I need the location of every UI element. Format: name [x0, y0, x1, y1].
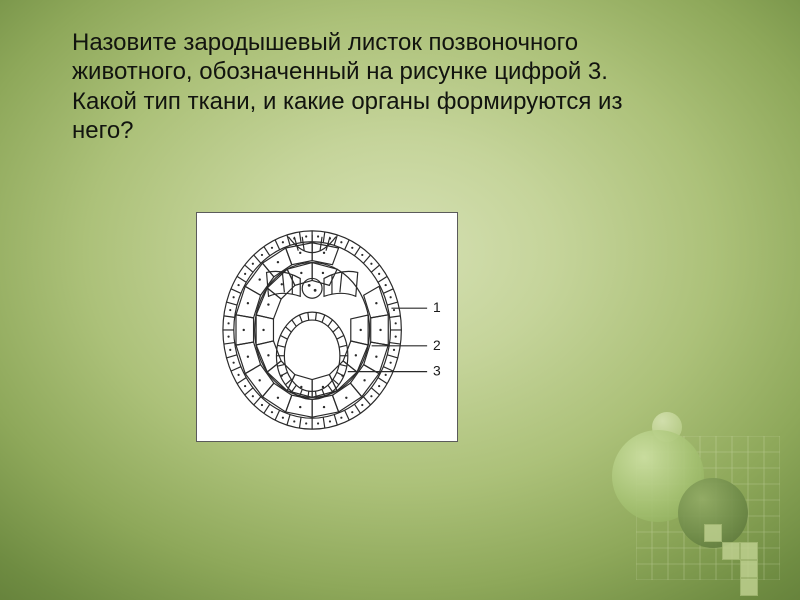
- deco-square: [740, 542, 758, 560]
- deco-square: [722, 542, 740, 560]
- deco-square: [740, 578, 758, 596]
- embryo-svg: 1 2 3: [197, 213, 457, 441]
- label-3: 3: [433, 363, 441, 379]
- embryo-diagram: 1 2 3: [196, 212, 458, 442]
- deco-square: [740, 560, 758, 578]
- label-1: 1: [433, 299, 441, 315]
- slide: Назовите зародышевый листок позвоночного…: [0, 0, 800, 600]
- question-text: Назовите зародышевый листок позвоночного…: [72, 28, 632, 145]
- deco-square: [704, 524, 722, 542]
- label-2: 2: [433, 337, 441, 353]
- corner-decoration: [608, 408, 788, 588]
